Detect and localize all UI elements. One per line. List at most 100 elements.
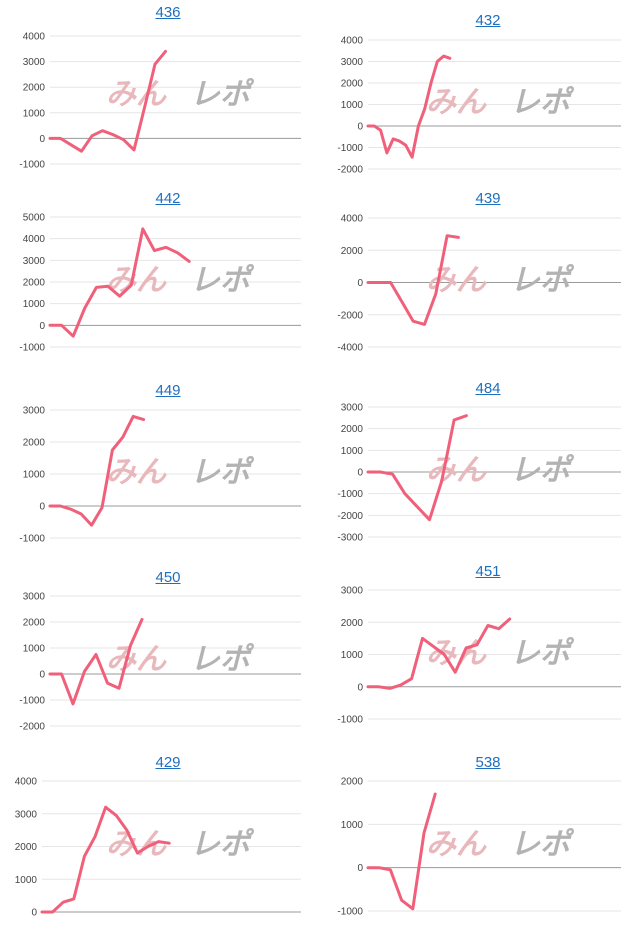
line-chart: -1000 0 1000 2000 3000 4000 みん レポ xyxy=(19,32,301,171)
watermark-gray-text: レポ xyxy=(510,453,575,488)
watermark-gray-text: レポ xyxy=(190,455,255,490)
y-tick-label: -1000 xyxy=(337,489,363,500)
series-line xyxy=(366,617,512,690)
y-tick-label: 5000 xyxy=(23,213,46,224)
watermark-pink-text: みん xyxy=(106,642,167,677)
y-tick-label: 0 xyxy=(39,670,45,681)
y-tick-label: 4000 xyxy=(341,36,364,47)
y-tick-label: 4000 xyxy=(23,32,46,43)
chart-title-link[interactable]: 449 xyxy=(155,382,181,399)
chart-title-link[interactable]: 439 xyxy=(475,190,501,207)
y-tick-label: -1000 xyxy=(337,143,363,154)
y-tick-label: 0 xyxy=(39,134,45,145)
y-tick-label: 2000 xyxy=(23,618,46,629)
chart-panel-538: 538 -1000 0 1000 2000 みん レポ xyxy=(337,754,638,934)
watermark-logo: みん レポ xyxy=(106,77,255,112)
watermark-gray-text: レポ xyxy=(510,263,575,298)
y-tick-label: -4000 xyxy=(337,343,363,354)
y-tick-label: 2000 xyxy=(341,79,364,90)
chart-title-link[interactable]: 484 xyxy=(475,380,501,397)
y-tick-label: -1000 xyxy=(19,696,45,707)
y-tick-label: 1000 xyxy=(23,644,46,655)
line-chart: -4000 -2000 0 2000 4000 みん レポ xyxy=(337,214,621,354)
chart-panel-432: 432 -2000 -1000 0 1000 2000 3000 4000 みん レポ xyxy=(337,12,638,192)
series-line xyxy=(366,234,460,326)
line-chart: 0 1000 2000 3000 4000 みん レポ xyxy=(15,777,301,919)
y-tick-label: -1000 xyxy=(337,715,363,726)
y-tick-label: 4000 xyxy=(15,777,38,788)
y-tick-label: 2000 xyxy=(23,278,46,289)
y-tick-label: 3000 xyxy=(341,403,364,414)
y-tick-label: 1000 xyxy=(341,650,364,661)
y-tick-label: -1000 xyxy=(19,160,45,171)
y-tick-label: -2000 xyxy=(19,722,45,733)
y-tick-label: 3000 xyxy=(341,586,364,597)
watermark-logo: みん レポ xyxy=(106,263,255,298)
series-line xyxy=(40,805,171,914)
watermark-logo: みん レポ xyxy=(426,453,575,488)
chart-title-link[interactable]: 432 xyxy=(475,12,501,29)
y-tick-label: -2000 xyxy=(337,165,363,176)
y-tick-label: 3000 xyxy=(23,406,46,417)
watermark-logo: みん レポ xyxy=(426,85,575,120)
chart-panel-484: 484 -3000 -2000 -1000 0 1000 2000 3000 みん レポ xyxy=(337,380,638,560)
y-tick-label: 0 xyxy=(357,122,363,133)
line-chart: -1000 0 1000 2000 3000 4000 5000 みん レポ xyxy=(19,213,301,354)
line-chart: -2000 -1000 0 1000 2000 3000 4000 みん レポ xyxy=(337,36,621,176)
y-tick-label: 2000 xyxy=(341,246,364,257)
y-tick-label: 0 xyxy=(39,321,45,332)
watermark-pink-text: みん xyxy=(106,455,167,490)
watermark-gray-text: レポ xyxy=(510,85,575,120)
y-tick-label: 1000 xyxy=(341,820,364,831)
y-tick-label: 3000 xyxy=(23,57,46,68)
y-tick-label: 3000 xyxy=(15,809,38,820)
watermark-pink-text: みん xyxy=(106,77,167,112)
y-tick-label: 1000 xyxy=(23,470,46,481)
y-tick-label: 0 xyxy=(357,863,363,874)
chart-title-link[interactable]: 436 xyxy=(155,4,181,21)
series-line xyxy=(48,617,144,706)
watermark-logo: みん レポ xyxy=(426,827,575,862)
chart-title-link[interactable]: 451 xyxy=(475,563,501,580)
chart-panel-449: 449 -1000 0 1000 2000 3000 みん レポ xyxy=(18,382,318,562)
watermark-pink-text: みん xyxy=(106,827,167,862)
y-tick-label: 4000 xyxy=(341,214,364,225)
watermark-pink-text: みん xyxy=(426,453,487,488)
chart-title-link[interactable]: 442 xyxy=(155,190,181,207)
y-tick-label: 2000 xyxy=(341,777,364,788)
y-tick-label: 3000 xyxy=(341,57,364,68)
watermark-gray-text: レポ xyxy=(190,77,255,112)
watermark-logo: みん レポ xyxy=(426,636,575,671)
chart-title-link[interactable]: 450 xyxy=(155,569,181,586)
watermark-pink-text: みん xyxy=(426,827,487,862)
line-chart: -1000 0 1000 2000 3000 みん レポ xyxy=(19,406,301,545)
watermark-gray-text: レポ xyxy=(510,827,575,862)
y-tick-label: 2000 xyxy=(341,424,364,435)
chart-title-link[interactable]: 429 xyxy=(155,754,181,771)
y-tick-label: 3000 xyxy=(23,256,46,267)
watermark-logo: みん レポ xyxy=(426,263,575,298)
y-tick-label: 0 xyxy=(357,468,363,479)
watermark-logo: みん レポ xyxy=(106,827,255,862)
y-tick-label: -2000 xyxy=(337,511,363,522)
line-chart: -2000 -1000 0 1000 2000 3000 みん レポ xyxy=(19,592,301,733)
y-tick-label: 2000 xyxy=(15,842,38,853)
y-tick-label: 3000 xyxy=(23,592,46,603)
chart-title-link[interactable]: 538 xyxy=(475,754,501,771)
y-tick-label: 0 xyxy=(357,278,363,289)
y-tick-label: 4000 xyxy=(23,234,46,245)
y-tick-label: -1000 xyxy=(19,343,45,354)
series-line xyxy=(48,414,146,527)
chart-panel-450: 450 -2000 -1000 0 1000 2000 3000 みん レポ xyxy=(18,569,318,749)
watermark-logo: みん レポ xyxy=(106,642,255,677)
series-line xyxy=(48,49,167,153)
chart-panel-436: 436 -1000 0 1000 2000 3000 4000 みん レポ xyxy=(18,4,318,184)
watermark-pink-text: みん xyxy=(426,636,487,671)
watermark-pink-text: みん xyxy=(426,85,487,120)
y-tick-label: 1000 xyxy=(23,299,46,310)
line-chart: -3000 -2000 -1000 0 1000 2000 3000 みん レポ xyxy=(337,403,621,544)
y-tick-label: 1000 xyxy=(23,108,46,119)
y-tick-label: -1000 xyxy=(337,907,363,918)
line-chart: -1000 0 1000 2000 3000 みん レポ xyxy=(337,586,621,726)
y-tick-label: 0 xyxy=(39,502,45,513)
